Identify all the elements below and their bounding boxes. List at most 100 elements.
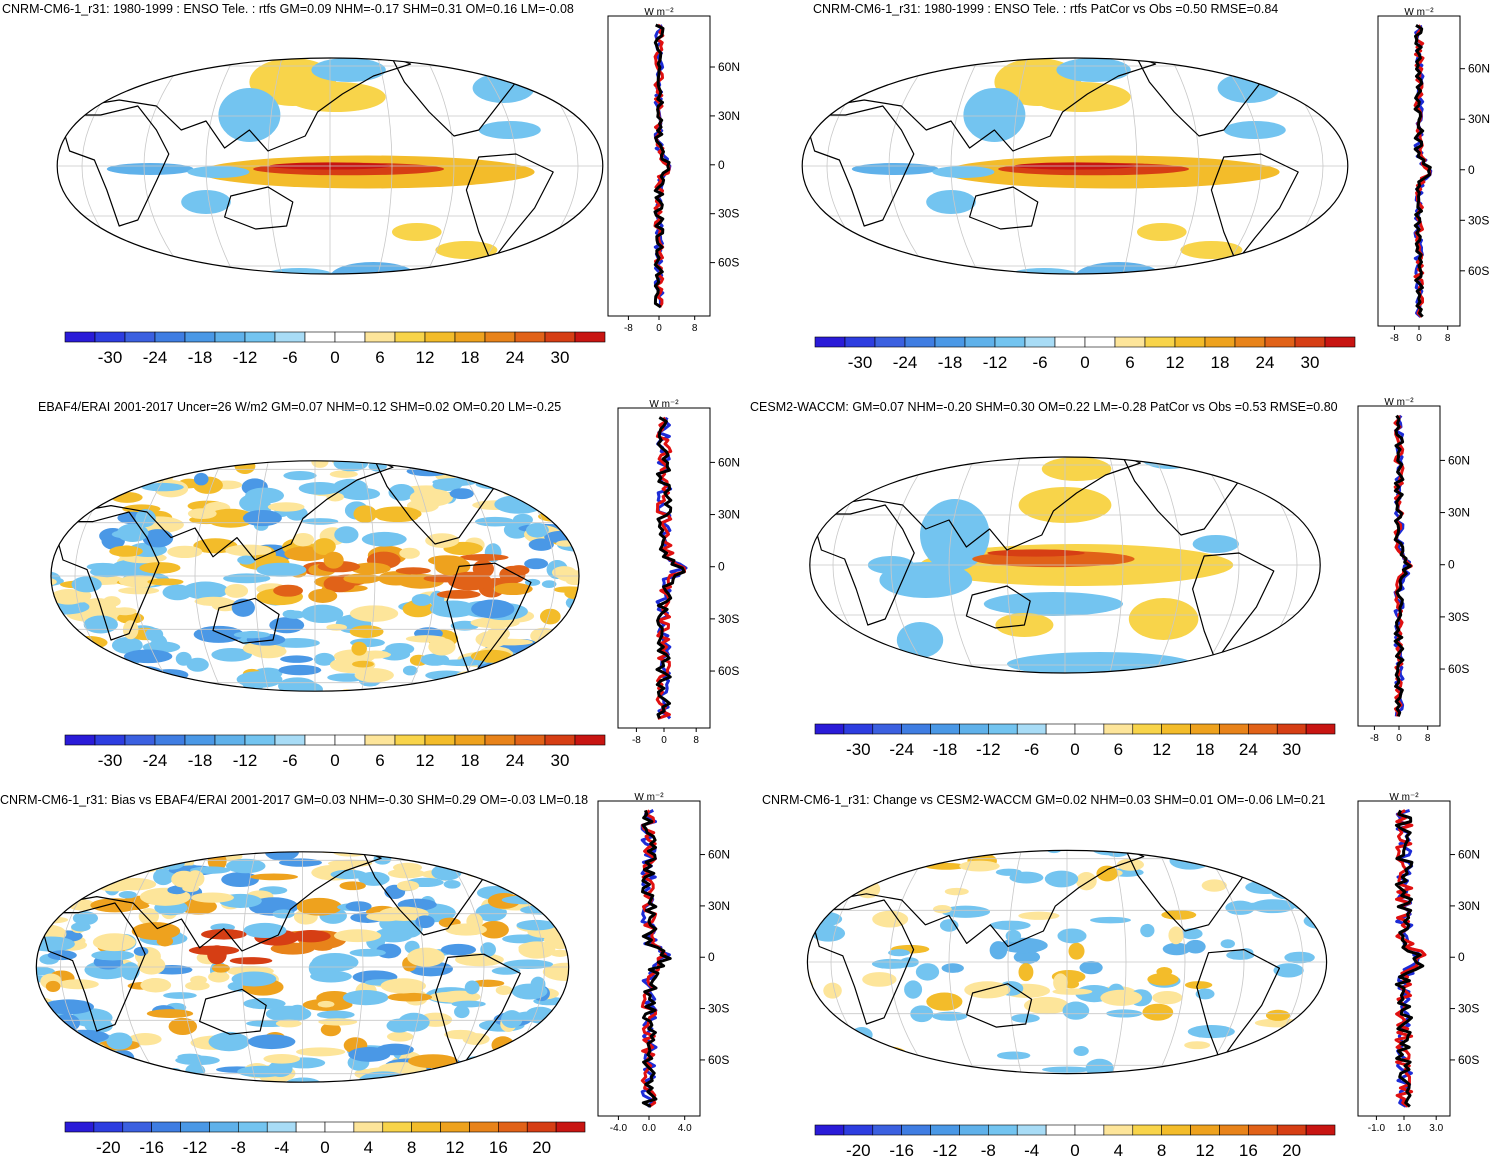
anomaly-cell xyxy=(360,650,391,659)
anomaly-region xyxy=(286,82,386,112)
anomaly-cell xyxy=(493,1076,510,1083)
units-label: W m⁻² xyxy=(644,7,674,18)
colorbar-swatch xyxy=(469,1121,499,1133)
colorbar-swatch xyxy=(1074,1124,1105,1136)
anomaly-cell xyxy=(296,1047,346,1057)
anomaly-cell xyxy=(545,816,589,834)
world-map xyxy=(15,416,611,732)
anomaly-cell xyxy=(1093,1092,1122,1098)
anomaly-cell xyxy=(366,911,405,922)
anomaly-cell xyxy=(117,1070,147,1083)
anomaly-cell xyxy=(317,817,342,829)
colorbar-swatch xyxy=(843,1124,874,1136)
anomaly-cell xyxy=(1220,939,1235,949)
anomaly-cell xyxy=(272,821,294,838)
anomaly-cell xyxy=(275,1019,302,1028)
y-tick-label: 30S xyxy=(718,207,739,221)
anomaly-cell xyxy=(123,686,174,692)
anomaly-cell xyxy=(21,530,36,541)
anomaly-region xyxy=(1180,241,1243,259)
anomaly-cell xyxy=(36,1079,66,1083)
anomaly-cell xyxy=(776,982,798,988)
anomaly-cell xyxy=(872,910,909,928)
anomaly-cell xyxy=(796,828,829,836)
anomaly-cell xyxy=(224,583,249,598)
anomaly-cell xyxy=(361,416,398,426)
anomaly-cell xyxy=(247,841,277,849)
anomaly-cell xyxy=(440,943,477,956)
anomaly-cell xyxy=(1187,1025,1235,1039)
anomaly-cell xyxy=(1257,1048,1274,1058)
anomaly-cell xyxy=(1260,1050,1299,1058)
anomaly-cell xyxy=(495,471,545,490)
coastline xyxy=(1196,949,1280,1062)
anomaly-cell xyxy=(566,416,599,429)
colorbar-label: 20 xyxy=(532,1138,551,1157)
anomaly-cell xyxy=(51,466,68,475)
anomaly-cell xyxy=(92,449,130,457)
anomaly-cell xyxy=(330,714,369,723)
anomaly-cell xyxy=(91,487,116,496)
anomaly-cell xyxy=(374,927,413,943)
x-tick-label: 8 xyxy=(1425,733,1431,744)
anomaly-cell xyxy=(36,910,46,924)
anomaly-cell xyxy=(520,905,561,915)
anomaly-cell xyxy=(37,851,86,864)
anomaly-cell xyxy=(480,832,530,843)
colorbar-swatch xyxy=(814,336,846,348)
anomaly-cell xyxy=(585,624,611,639)
colorbar-label: 0 xyxy=(1070,1141,1079,1160)
anomaly-cell xyxy=(56,1096,99,1107)
anomaly-cell xyxy=(541,1021,561,1036)
anomaly-cell xyxy=(83,615,118,634)
anomaly-cell xyxy=(962,824,977,836)
y-tick-label: 30N xyxy=(1448,506,1470,520)
anomaly-cell xyxy=(455,442,505,459)
anomaly-cell xyxy=(148,1076,170,1083)
anomaly-cell xyxy=(15,614,45,622)
anomaly-cell xyxy=(312,416,347,423)
colorbar-swatch xyxy=(814,1124,845,1136)
anomaly-cell xyxy=(539,1040,569,1049)
anomaly-cell xyxy=(191,892,234,903)
anomaly-cell xyxy=(123,649,173,664)
anomaly-cell xyxy=(312,538,336,555)
anomaly-cell xyxy=(36,966,55,976)
anomaly-cell xyxy=(48,817,94,825)
coastline xyxy=(212,597,280,644)
anomaly-cell xyxy=(138,698,177,716)
anomaly-cell xyxy=(51,499,70,519)
anomaly-cell xyxy=(128,1033,162,1046)
anomaly-cell xyxy=(103,438,137,455)
coastline xyxy=(446,562,532,679)
anomaly-cell xyxy=(153,868,174,886)
anomaly-cell xyxy=(517,460,547,467)
anomaly-cell xyxy=(1051,1097,1077,1110)
anomaly-cell xyxy=(39,884,66,897)
anomaly-cell xyxy=(915,963,940,981)
anomaly-cell xyxy=(0,839,35,853)
colorbar-swatch xyxy=(872,1124,902,1136)
y-tick-label: 60N xyxy=(1468,62,1490,76)
anomaly-cell xyxy=(512,654,561,665)
colorbar-label: -4 xyxy=(274,1138,289,1157)
anomaly-cell xyxy=(454,1005,470,1019)
anomaly-region xyxy=(1006,268,1082,274)
y-tick-label: 30S xyxy=(718,612,739,626)
anomaly-cell xyxy=(1147,973,1179,986)
colorbar-label: 8 xyxy=(407,1138,416,1157)
anomaly-cell xyxy=(193,472,209,486)
anomaly-cell xyxy=(36,936,75,952)
anomaly-cell xyxy=(536,824,575,839)
anomaly-cell xyxy=(556,1012,569,1026)
coastline xyxy=(1192,552,1275,662)
y-tick-label: 60N xyxy=(1458,848,1480,862)
anomaly-cell xyxy=(494,494,544,514)
anomaly-cell xyxy=(1142,807,1189,818)
anomaly-cell xyxy=(248,1094,263,1107)
panel-title: CNRM-CM6-1_r31: 1980-1999 : ENSO Tele. :… xyxy=(2,2,574,16)
anomaly-cell xyxy=(172,715,200,732)
anomaly-cell xyxy=(370,1088,386,1102)
x-tick-label: 0 xyxy=(1416,333,1422,344)
anomaly-cell xyxy=(385,710,428,717)
